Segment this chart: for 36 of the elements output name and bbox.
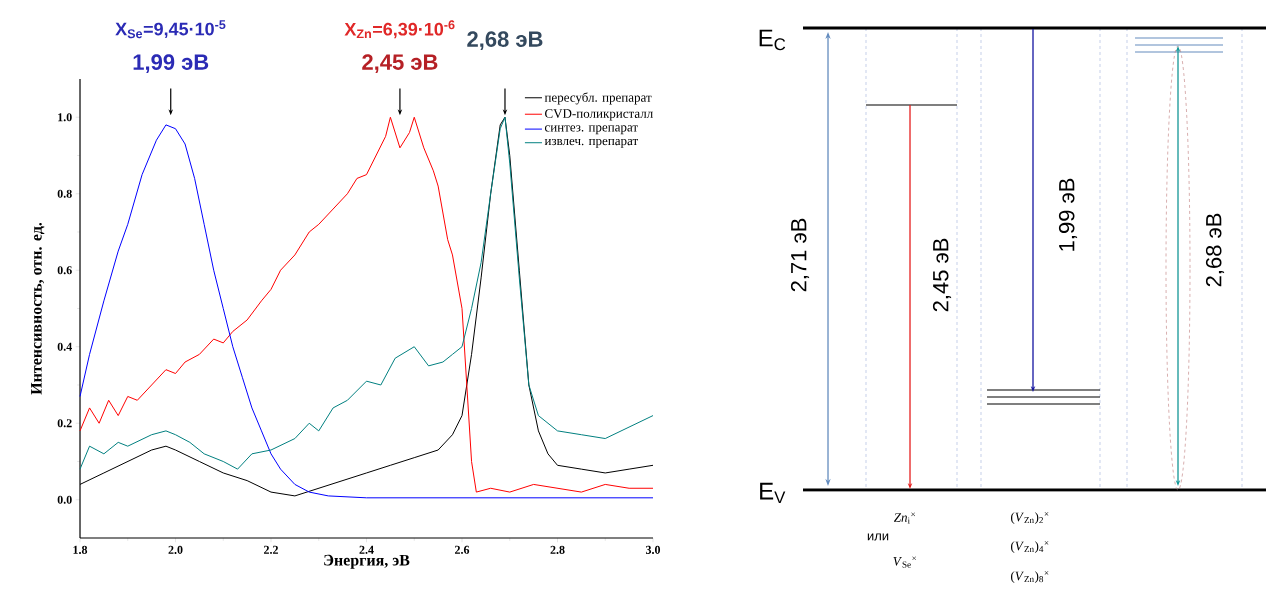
text: V$_{Se}$× bbox=[893, 556, 917, 568]
y-tick-label: 0.4 bbox=[57, 342, 72, 351]
text: E$_{V}$ bbox=[760, 482, 786, 504]
text: (V$_{Zn}$)$_{4}$× bbox=[1011, 540, 1049, 553]
text: (V$_{Zn}$)$_{2}$× bbox=[1011, 511, 1049, 524]
text: X$_{Se}$=9,45·10$^{-5}$ bbox=[115, 20, 226, 39]
y-tick-label: 0.8 bbox=[57, 189, 72, 198]
x-tick-label: 2.2 bbox=[264, 545, 278, 554]
text: 2,45 эВ bbox=[932, 238, 952, 312]
y-tick-label: 1.0 bbox=[58, 113, 72, 122]
text: или bbox=[867, 533, 889, 541]
text: 2,68 эВ bbox=[1205, 213, 1225, 287]
legend-label: синтез. препарат bbox=[544, 125, 638, 135]
x-tick-label: 3.0 bbox=[645, 545, 661, 554]
text: 2,45 эВ bbox=[362, 54, 438, 74]
x-tick-label: 2.8 bbox=[550, 545, 565, 554]
y-axis-title: Интенсивность, отн. ед. bbox=[31, 222, 45, 395]
text: 1,99 эВ bbox=[133, 54, 209, 74]
x-tick-label: 2.6 bbox=[455, 545, 470, 554]
y-tick-label: 0.6 bbox=[57, 266, 72, 275]
text: 1,99 эВ bbox=[1058, 178, 1078, 251]
x-axis-title: Энергия, эВ bbox=[324, 554, 410, 569]
y-tick-label: 0.2 bbox=[57, 419, 72, 428]
x-tick-label: 2.0 bbox=[168, 545, 183, 554]
legend-label: извлеч. препарат bbox=[544, 138, 638, 148]
text: 2,68 эВ bbox=[467, 31, 543, 51]
y-tick-label: 0.0 bbox=[57, 495, 72, 504]
x-tick-label: 2.4 bbox=[359, 545, 374, 554]
text: (V$_{Zn}$)$_{8}$× bbox=[1011, 570, 1049, 583]
text: Zn$_{i}$× bbox=[893, 512, 915, 524]
x-tick-label: 1.8 bbox=[73, 545, 88, 554]
legend-label: CVD-поликристалл bbox=[545, 109, 653, 121]
text: 2,71 эВ bbox=[790, 218, 810, 292]
legend-label: пересубл. препарат bbox=[544, 92, 652, 105]
text: X$_{Zn}$=6,39·10$^{-6}$ bbox=[344, 20, 455, 39]
text: E$_{C}$ bbox=[759, 29, 786, 51]
